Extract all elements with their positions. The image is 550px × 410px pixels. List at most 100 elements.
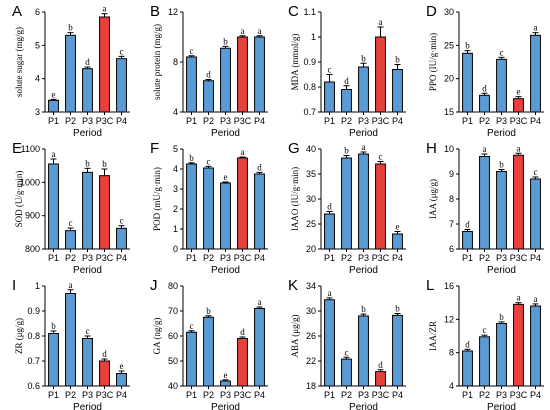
- panel-E: E 800 900 1000 1100 SOD (U/g·min) a P1 c P2 b P3 b P3…: [12, 140, 130, 276]
- bar-P1: [324, 299, 335, 387]
- significance-letter: a: [241, 147, 245, 157]
- y-tick-label: 6: [449, 244, 454, 254]
- significance-letter: c: [379, 152, 383, 162]
- panel-letter: H: [426, 140, 437, 157]
- significance-letter: c: [190, 46, 194, 56]
- panel-J: J 40 50 60 70 80 GA (ng/g) c P1 b P2 e P3 d P3C a P4 Peri…: [150, 277, 268, 410]
- y-tick-label: 20: [306, 244, 316, 254]
- x-axis-label: Period: [487, 128, 516, 139]
- significance-letter: a: [534, 23, 538, 33]
- significance-letter: c: [190, 321, 194, 331]
- bar-P2: [479, 336, 490, 387]
- y-tick-label: 25: [444, 40, 454, 50]
- x-tick-label: P3: [358, 253, 369, 263]
- y-axis-label: solute protein (mg/g): [152, 24, 162, 100]
- bar-P4: [254, 36, 265, 113]
- panel-letter: E: [12, 140, 22, 157]
- y-tick-label: 1000: [20, 177, 40, 187]
- x-tick-label: P4: [392, 116, 403, 126]
- bar-P1: [186, 163, 197, 250]
- x-tick-label: P4: [116, 390, 127, 400]
- significance-letter: d: [206, 70, 211, 80]
- y-tick-label: 34: [306, 281, 316, 291]
- panel-letter: I: [12, 277, 16, 294]
- y-tick-label: 18: [306, 381, 316, 391]
- panel-letter: F: [150, 140, 159, 157]
- significance-letter: c: [534, 167, 538, 177]
- y-tick-label: 800: [25, 244, 40, 254]
- bar-P3: [358, 315, 369, 387]
- y-tick-label: 900: [25, 211, 40, 221]
- bar-P1: [186, 331, 197, 387]
- significance-letter: a: [241, 26, 245, 36]
- bar-P3C: [99, 360, 110, 387]
- significance-letter: b: [344, 146, 349, 156]
- y-tick-label: 22: [306, 356, 316, 366]
- y-axis-label: IAA (μg/g): [428, 179, 438, 219]
- bar-P3: [220, 47, 231, 113]
- significance-letter: b: [499, 160, 504, 170]
- panel-B: B 4 8 12 solute protein (mg/g) c P1 d P2 b P3 a P3C a…: [150, 3, 268, 139]
- y-tick-label: 30: [306, 306, 316, 316]
- bar-P3C: [375, 163, 386, 250]
- y-tick-label: 1: [173, 224, 178, 234]
- bar-P1: [462, 350, 473, 387]
- y-tick-label: 4: [173, 164, 178, 174]
- y-tick-label: 5: [35, 40, 40, 50]
- significance-letter: c: [207, 156, 211, 166]
- x-axis-label: Period: [349, 128, 378, 139]
- bar-P3C: [237, 338, 248, 387]
- bar-P3: [82, 338, 93, 387]
- bar-P3: [82, 68, 93, 113]
- bar-P3C: [375, 36, 386, 113]
- x-tick-label: P4: [530, 116, 541, 126]
- y-tick-label: 0.7: [27, 356, 40, 366]
- bar-P4: [392, 314, 403, 387]
- significance-letter: c: [328, 65, 332, 75]
- bar-P4: [530, 34, 541, 113]
- x-tick-label: P3C: [234, 116, 252, 126]
- significance-letter: a: [328, 288, 332, 298]
- y-axis-label: SOD (U/g·min): [14, 171, 24, 228]
- significance-letter: b: [395, 55, 400, 65]
- y-axis-label: ZR (μg/g): [14, 318, 24, 354]
- x-tick-label: P3: [496, 116, 507, 126]
- panel-D: D 15 20 25 30 PPO (IU/g·min) b P1 d P2 c P3 e P3C a P4 P…: [426, 3, 544, 139]
- bar-P3C: [513, 154, 524, 250]
- significance-letter: b: [51, 321, 56, 331]
- y-tick-label: 0.8: [27, 331, 40, 341]
- bar-P1: [324, 213, 335, 250]
- significance-letter: a: [362, 142, 366, 152]
- x-tick-label: P3: [358, 116, 369, 126]
- x-tick-label: P1: [186, 390, 197, 400]
- x-tick-label: P4: [530, 253, 541, 263]
- panel-letter: A: [12, 3, 22, 20]
- significance-letter: b: [102, 159, 107, 169]
- bar-P3C: [237, 36, 248, 113]
- significance-letter: d: [257, 162, 262, 172]
- x-axis-label: Period: [73, 265, 102, 276]
- significance-letter: c: [120, 216, 124, 226]
- x-tick-label: P3C: [96, 253, 114, 263]
- bar-P1: [462, 231, 473, 250]
- y-axis-label: IAAO (IU/g·min): [290, 167, 300, 231]
- x-tick-label: P2: [203, 116, 214, 126]
- x-tick-label: P3: [496, 253, 507, 263]
- y-axis-label: GA (ng/g): [152, 318, 162, 355]
- y-tick-label: 1: [35, 281, 40, 291]
- y-tick-label: 6: [35, 7, 40, 17]
- y-tick-label: 0: [173, 244, 178, 254]
- y-tick-label: 20: [444, 74, 454, 84]
- x-tick-label: P2: [65, 116, 76, 126]
- bar-P2: [479, 94, 490, 113]
- x-tick-label: P4: [392, 390, 403, 400]
- x-tick-label: P3C: [96, 116, 114, 126]
- bar-P1: [324, 81, 335, 113]
- panel-letter: B: [150, 3, 160, 20]
- panel-letter: C: [288, 3, 299, 20]
- significance-letter: a: [69, 280, 73, 290]
- panel-letter: L: [426, 277, 434, 294]
- bar-P1: [186, 56, 197, 113]
- significance-letter: a: [258, 297, 262, 307]
